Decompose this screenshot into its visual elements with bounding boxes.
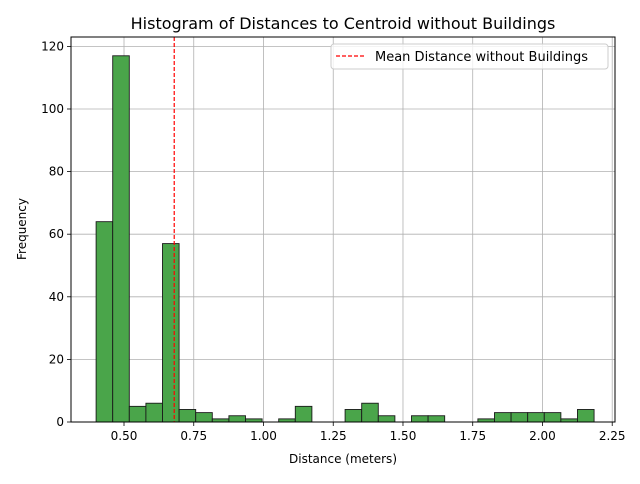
y-tick-label: 60 [49,227,64,241]
histogram-bar [128,405,147,423]
histogram-bar [427,415,446,423]
histogram-bar [178,409,197,423]
histogram-bar [145,402,163,423]
histogram-bar [162,243,180,423]
histogram-bar [195,412,213,423]
histogram-bar [294,405,313,423]
y-tick-label: 0 [56,415,64,429]
histogram-bar [344,409,363,423]
y-tick-label: 20 [49,352,64,366]
y-tick-label: 80 [49,165,64,179]
legend-mean-label: Mean Distance without Buildings [375,50,588,65]
histogram-bar [494,412,512,423]
y-tick-label: 120 [41,39,64,53]
chart-title: Histogram of Distances to Centroid witho… [131,14,556,33]
legend: Mean Distance without Buildings [330,43,609,70]
x-tick-label: 0.75 [180,429,207,443]
x-axis-ticks: 0.50 0.75 1.00 1.25 1.50 1.75 2.00 2.25 [111,422,626,443]
histogram-bar [228,415,246,423]
x-tick-label: 1.00 [250,429,277,443]
histogram-bars [95,55,595,423]
y-tick-label: 100 [41,102,64,116]
y-tick-label: 40 [49,290,64,304]
y-axis-label: Frequency [15,198,29,260]
legend-box [330,43,609,70]
x-tick-label: 1.50 [390,429,417,443]
histogram-bar [112,55,130,423]
histogram-bar [95,221,114,423]
x-tick-label: 0.50 [111,429,138,443]
histogram-bar [577,409,595,423]
x-tick-label: 2.00 [529,429,556,443]
x-tick-label: 1.25 [320,429,347,443]
x-tick-label: 2.25 [599,429,626,443]
histogram-bar [377,415,396,423]
x-tick-label: 1.75 [459,429,486,443]
histogram-bar [543,412,562,423]
plot-frame [70,36,616,423]
histogram-bar [527,412,545,423]
histogram-bar [361,402,379,423]
histogram-bar [411,415,429,423]
x-axis-label: Distance (meters) [289,452,397,466]
y-axis-ticks: 0 20 40 60 80 100 120 [41,39,71,429]
histogram-bar [510,412,529,423]
